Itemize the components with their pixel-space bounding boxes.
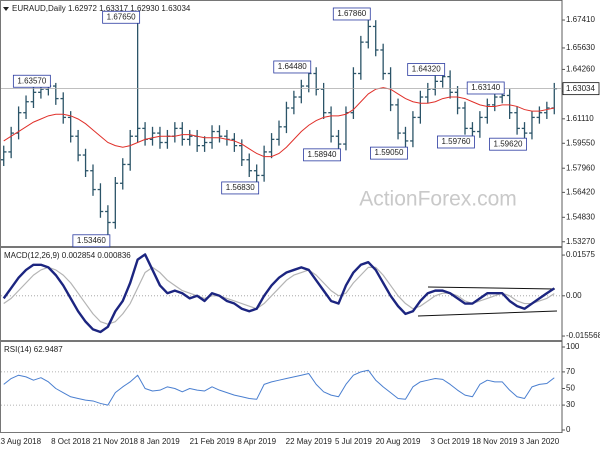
price-label-box	[407, 63, 446, 76]
price-label-box	[332, 7, 371, 21]
x-tick-label: 3 Oct 2019	[431, 437, 471, 446]
price-label-box	[273, 60, 312, 74]
x-tick-label: 8 Jan 2019	[140, 437, 180, 446]
price-label-box	[221, 181, 260, 195]
x-tick-label: 18 Nov 2019	[472, 437, 518, 446]
price-label: 1.53460	[77, 236, 106, 245]
x-tick-label: 21 Nov 2018	[93, 437, 139, 446]
x-tick-label: 23 Aug 2018	[0, 437, 42, 446]
y-tick-label: 0.01575	[566, 250, 595, 259]
y-tick-label: 30	[566, 400, 575, 409]
y-tick-label: 1.57960	[566, 163, 595, 172]
indicator-line	[2, 253, 555, 334]
price-label-box	[12, 74, 51, 88]
price-label: 1.59050	[375, 148, 404, 157]
x-tick-label: 5 Jul 2019	[335, 437, 372, 446]
price-label: 1.59620	[494, 139, 523, 148]
x-tick-label: 21 Feb 2019	[190, 437, 235, 446]
price-label: 1.63140	[471, 83, 500, 92]
y-tick-label: 1.65630	[566, 43, 595, 52]
y-tick-label: 1.59550	[566, 138, 595, 147]
price-label: 1.56830	[226, 183, 255, 192]
macd-channel	[417, 286, 558, 317]
price-label: 1.64320	[412, 65, 441, 74]
y-tick-label: 1.64260	[566, 65, 595, 74]
y-tick-label: 1.67410	[566, 15, 595, 24]
price-label-box	[102, 10, 141, 24]
x-tick-label: 3 Jan 2020	[520, 437, 560, 446]
price-label: 1.58940	[308, 150, 337, 159]
indicator-line	[3, 369, 555, 406]
price-label: 1.67650	[107, 12, 136, 21]
price-label-box	[489, 137, 527, 151]
y-tick-label: -0.015568	[566, 331, 600, 340]
price-label-box	[370, 146, 408, 160]
x-tick-label: 8 Oct 2018	[51, 437, 91, 446]
y-tick-label: 1.53270	[566, 237, 595, 246]
panel-title: MACD(12,26,9) 0.002854 0.000836	[4, 251, 131, 260]
y-tick-label: 1.61110	[566, 114, 594, 123]
price-label: 1.64480	[278, 62, 307, 71]
price-label: 1.59760	[441, 137, 470, 146]
current-price-box	[562, 82, 600, 96]
y-tick-label: 1.56420	[566, 187, 595, 196]
price-label-box	[466, 81, 505, 95]
x-tick-label: 8 Apr 2019	[237, 437, 276, 446]
panel-title: EURAUD,Daily 1.62972 1.63317 1.62930 1.6…	[12, 4, 191, 13]
y-tick-label: 50	[566, 384, 575, 393]
x-tick-label: 20 Aug 2019	[376, 437, 421, 446]
channel-line	[427, 286, 556, 290]
indicator-line	[3, 266, 555, 325]
price-label-box	[437, 135, 475, 149]
watermark: ActionForex.com	[359, 188, 517, 211]
moving-average	[3, 87, 555, 158]
y-tick-label: 70	[566, 367, 575, 376]
y-tick-label: 0.00	[566, 291, 582, 300]
panel-title: RSI(14) 62.9487	[4, 345, 63, 354]
y-tick-label: 100	[566, 342, 580, 351]
current-price-label: 1.63034	[566, 84, 595, 93]
price-label-box	[303, 148, 341, 162]
price-label: 1.63570	[17, 76, 46, 85]
x-tick-label: 22 May 2019	[286, 437, 333, 446]
menu-icon	[3, 7, 9, 11]
price-label: 1.67860	[337, 9, 366, 18]
y-tick-label: 0	[566, 425, 571, 434]
y-tick-label: 1.54830	[566, 212, 595, 221]
price-label-box	[72, 234, 111, 248]
channel-line	[417, 310, 558, 317]
